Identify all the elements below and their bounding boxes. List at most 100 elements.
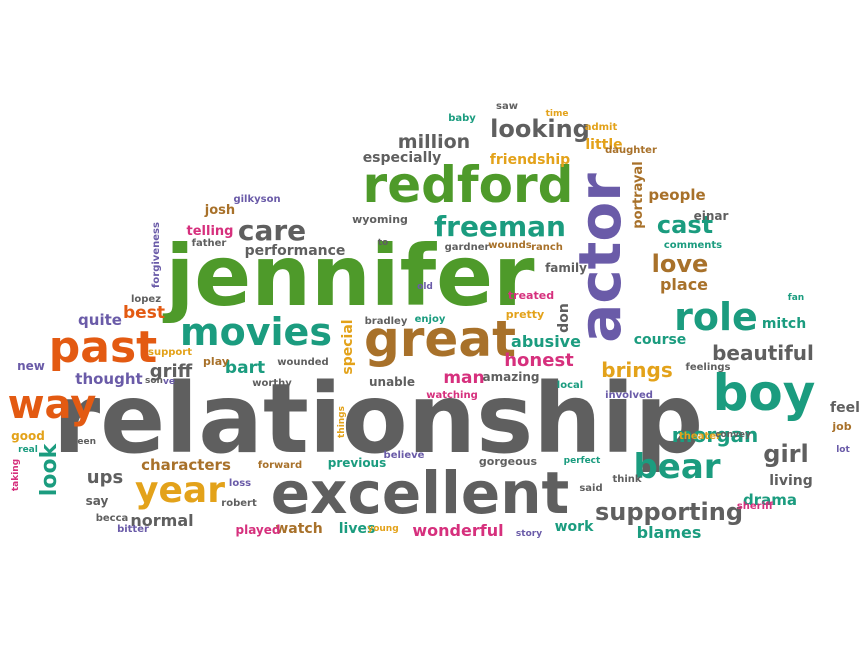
cloud-word: einar [694,209,729,223]
cloud-word: ranch [531,242,563,253]
cloud-word: work [555,519,594,535]
cloud-word: forward [258,460,302,471]
cloud-word: little [585,137,622,153]
cloud-word: ve [163,377,175,387]
cloud-word: way [8,382,97,428]
cloud-word: quite [78,311,122,329]
cloud-word: family [545,261,587,275]
cloud-word: gilkyson [233,194,280,205]
cloud-word: past [49,322,157,373]
cloud-word: mitch [762,316,806,332]
cloud-word: wyoming [352,213,408,226]
cloud-word: redford [363,156,574,214]
cloud-word: treated [508,289,554,302]
cloud-word: gorgeous [479,455,538,468]
cloud-word: don [556,303,572,333]
cloud-word: movies [180,310,332,354]
cloud-word: jennifer [162,227,535,325]
cloud-word: actor [566,173,634,343]
cloud-word: say [86,494,109,508]
cloud-word: forgiveness [151,222,162,288]
cloud-word: bitter [117,524,149,535]
cloud-word: telling [187,224,234,239]
cloud-word: said [579,483,602,494]
cloud-word: son [145,376,163,386]
cloud-word: involved [605,390,653,401]
cloud-word: real [18,445,38,455]
cloud-word: to [378,238,389,248]
cloud-word: relationship [53,363,703,475]
cloud-word: blames [637,523,702,542]
cloud-word: seen [72,437,96,447]
cloud-word: place [660,275,708,294]
cloud-word: people [648,186,705,204]
cloud-word: amazing [483,370,540,384]
cloud-word: beautiful [712,341,814,365]
cloud-word: excellent [271,459,570,527]
cloud-word: girl [763,440,808,468]
cloud-word: bart [225,358,265,378]
cloud-word: boy [713,364,816,422]
cloud-word: things [337,406,347,438]
cloud-word: course [634,332,687,348]
cloud-word: robert [221,498,257,509]
cloud-word: great [364,310,516,368]
cloud-word: previous [328,456,387,470]
cloud-word: care [238,214,306,247]
cloud-word: freeman [434,210,566,243]
cloud-word: lot [836,445,850,455]
cloud-word: wounded [277,357,328,368]
cloud-word: lopez [131,294,161,305]
cloud-word: wounds [488,240,532,251]
cloud-word: especially [363,150,442,166]
cloud-word: worthy [252,378,292,389]
cloud-word: year [135,470,225,511]
cloud-word: unable [369,375,415,389]
cloud-word: job [831,420,851,433]
cloud-word: story [516,529,542,539]
cloud-word: good [11,429,45,443]
cloud-word: thought [75,370,142,388]
cloud-word: bradley [365,316,408,327]
cloud-word: abusive [511,332,581,351]
cloud-word: drama [743,491,797,509]
cloud-word: griff [150,361,193,382]
cloud-word: perfect [564,456,601,466]
cloud-word: brings [601,358,673,382]
cloud-word: local [557,380,583,391]
cloud-word: think [612,474,641,485]
cloud-word: watching [426,390,478,401]
cloud-word: new [17,359,45,373]
cloud-word: fan [788,293,804,303]
cloud-word: father [192,238,227,249]
cloud-word: played [236,523,281,537]
cloud-word: feel [830,400,860,416]
cloud-word: time [546,109,569,119]
cloud-word: role [674,295,758,339]
cloud-word: josh [204,203,235,218]
cloud-word: pretty [506,308,544,321]
cloud-word: daughter [605,145,657,156]
cloud-word: performance [245,243,346,259]
cloud-word: morgan [672,423,759,447]
cloud-word: baby [448,113,476,124]
cloud-word: lives [339,521,376,537]
cloud-word: ups [87,467,123,488]
cloud-word: taking [11,459,21,491]
cloud-word: best [123,303,165,323]
cloud-word: million [398,131,470,153]
cloud-word: play [203,355,229,368]
cloud-word: feelings [686,362,731,373]
cloud-word: believe [384,450,425,461]
cloud-word: watch [275,521,322,537]
cloud-word: bear [633,447,720,487]
cloud-word: becca [96,513,129,524]
cloud-word: special [340,319,356,374]
cloud-word: gardner [445,242,490,253]
cloud-word: honest [504,350,574,371]
cloud-word: support [148,347,192,358]
cloud-word: sheriff [737,501,774,512]
cloud-word: characters [141,456,231,474]
cloud-word: old [417,282,433,292]
